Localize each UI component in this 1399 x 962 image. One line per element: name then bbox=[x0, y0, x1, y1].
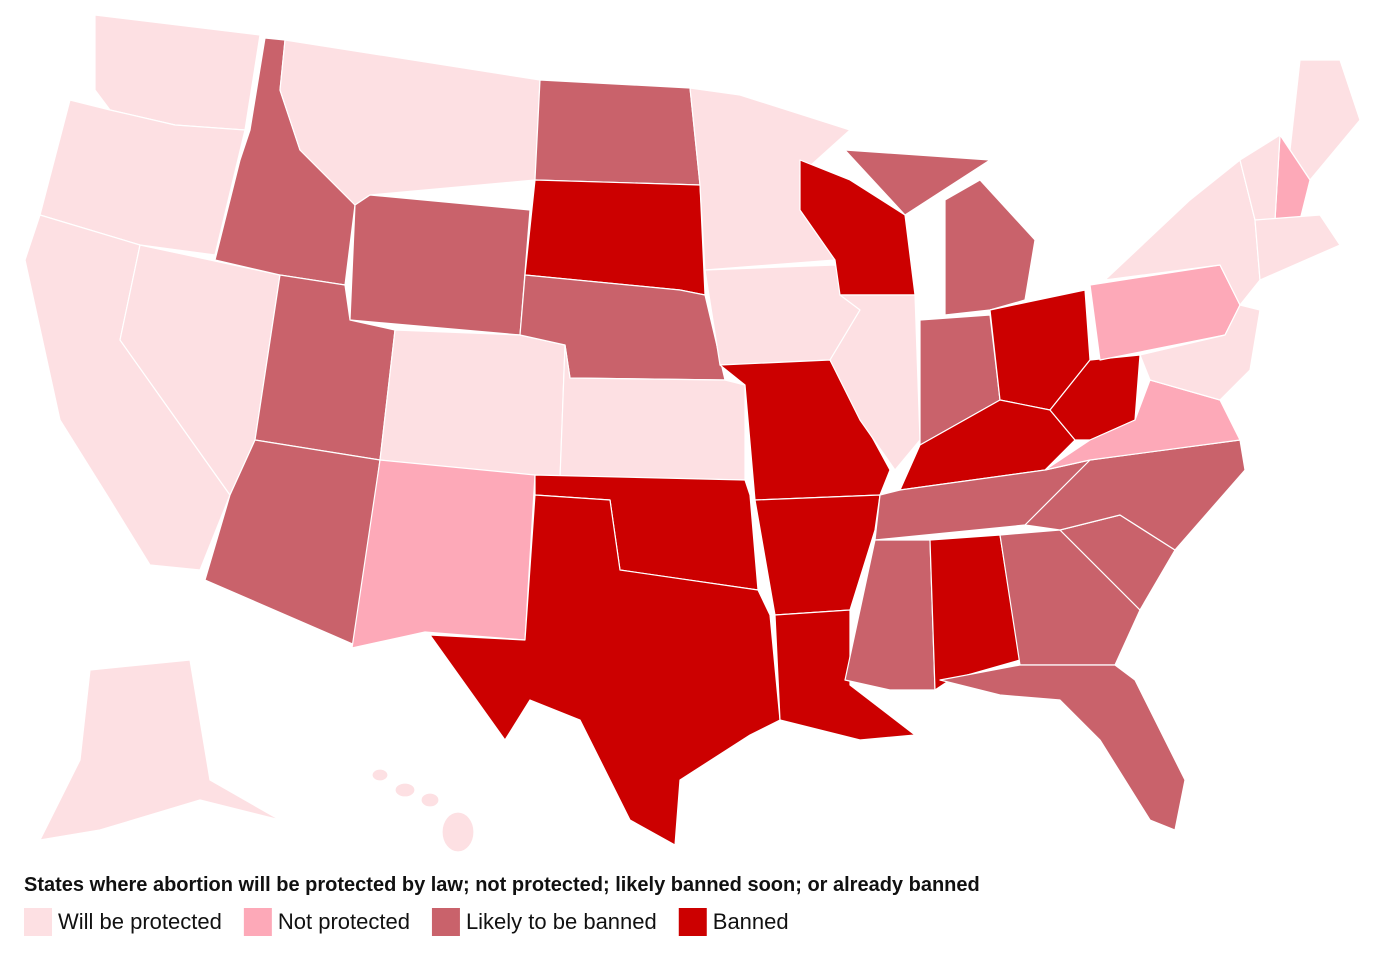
state bbox=[999, 529, 1141, 666]
state bbox=[379, 329, 566, 481]
state bbox=[844, 539, 936, 691]
legend: Will be protected Not protected Likely to … bbox=[24, 908, 789, 936]
legend-swatch bbox=[431, 908, 460, 936]
legend-label: Likely to be banned bbox=[466, 909, 657, 934]
state bbox=[371, 768, 389, 782]
state bbox=[829, 294, 921, 471]
state bbox=[349, 194, 531, 336]
state bbox=[774, 609, 916, 741]
state bbox=[420, 792, 440, 808]
state bbox=[939, 664, 1186, 831]
state bbox=[1139, 304, 1261, 401]
state bbox=[429, 494, 781, 846]
state bbox=[351, 459, 536, 649]
legend-swatch bbox=[678, 908, 707, 936]
legend-swatch bbox=[243, 908, 272, 936]
state bbox=[204, 439, 381, 646]
state bbox=[39, 659, 281, 841]
state bbox=[944, 179, 1036, 316]
state bbox=[441, 811, 475, 853]
legend-title: States where abortion will be protected … bbox=[24, 874, 980, 896]
state bbox=[844, 149, 991, 216]
legend-label: Will be protected bbox=[58, 909, 222, 934]
state bbox=[1289, 59, 1361, 181]
state bbox=[1254, 214, 1341, 281]
legend-label: Not protected bbox=[278, 909, 410, 934]
legend-swatch bbox=[24, 908, 52, 936]
state bbox=[394, 782, 416, 798]
state bbox=[929, 534, 1021, 691]
state bbox=[534, 79, 701, 186]
legend-label: Banned bbox=[713, 909, 789, 934]
states bbox=[24, 14, 1361, 853]
state bbox=[754, 494, 881, 616]
